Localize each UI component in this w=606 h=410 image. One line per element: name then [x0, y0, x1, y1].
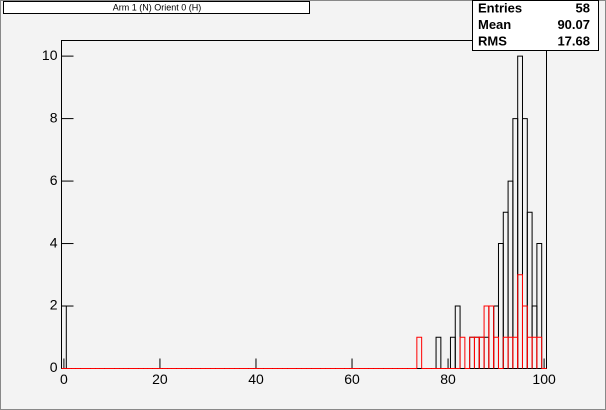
x-tick-label: 40	[248, 371, 264, 387]
stats-value: 58	[576, 0, 590, 15]
title-box	[3, 1, 310, 14]
stats-value: 90.07	[557, 17, 590, 32]
histogram-bin	[435, 336, 442, 369]
y-tick-label: 6	[50, 172, 58, 188]
x-tick-label: 80	[440, 371, 456, 387]
x-tick-label: 0	[60, 371, 68, 387]
stats-label: Entries	[478, 0, 522, 15]
stats-label: Mean	[478, 17, 511, 32]
x-tick-label: 60	[344, 371, 360, 387]
histogram-bin	[459, 336, 466, 369]
x-tick-label: 20	[152, 371, 168, 387]
x-tick-label: 100	[532, 371, 556, 387]
y-tick-label: 4	[50, 234, 58, 250]
y-tick-label: 0	[50, 359, 58, 375]
stats-value: 17.68	[557, 33, 590, 48]
histogram-bin	[536, 336, 543, 369]
histogram-bin	[536, 243, 543, 369]
histogram-bin	[493, 336, 499, 369]
histogram-bin	[416, 336, 423, 369]
y-tick-label: 2	[50, 297, 58, 313]
stats-box	[472, 0, 599, 51]
y-tick-label: 8	[50, 109, 58, 125]
y-tick-label: 10	[42, 47, 58, 63]
chart-title: Arm 1 (N) Orient 0 (H)	[113, 2, 202, 12]
histogram-bin	[526, 211, 533, 369]
histogram-bin	[61, 305, 67, 369]
stats-label: RMS	[478, 33, 507, 48]
